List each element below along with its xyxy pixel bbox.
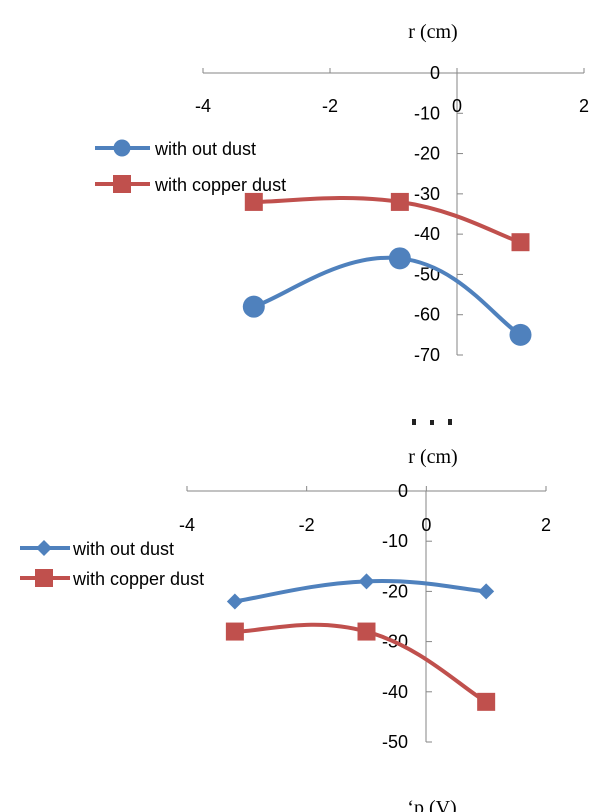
legend-item-copper-dust: with copper dust: [95, 175, 286, 195]
svg-text:‘p (V): ‘p (V): [407, 797, 456, 812]
legend-label: with out dust: [72, 539, 174, 559]
y-tick-label: -40: [382, 682, 408, 702]
x-tick-label: -4: [195, 96, 211, 116]
legend-label: with out dust: [154, 139, 256, 159]
chart-bottom-y-ticks: 0-10-20-30-40-50: [382, 481, 432, 752]
legend-marker: [113, 139, 131, 157]
legend-item-without-dust: with out dust: [95, 139, 256, 159]
x-tick-label: -2: [322, 96, 338, 116]
data-point: [511, 233, 530, 252]
data-point: [226, 593, 243, 610]
data-point: [390, 192, 409, 211]
y-tick-label: -10: [382, 531, 408, 551]
legend-item-without-dust: with out dust: [20, 539, 174, 559]
y-tick-label: -30: [414, 184, 440, 204]
chart-bottom: r (cm) -4 -2 0 2 0-10-20-30-40-50 with out …: [20, 446, 551, 752]
legend-item-copper-dust: with copper dust: [20, 569, 204, 589]
series-line: [234, 579, 487, 604]
clipped-axis-label-remnant: ‘p (V): [407, 797, 456, 812]
chart-bottom-x-ticks: -4 -2 0 2: [179, 486, 551, 535]
chart-bottom-series: [225, 573, 496, 711]
x-tick-label: 2: [541, 515, 551, 535]
y-tick-label: 0: [398, 481, 408, 501]
chart-top-series: [242, 192, 532, 346]
x-tick-label: 0: [452, 96, 462, 116]
data-point: [244, 192, 263, 211]
x-tick-label: 0: [421, 515, 431, 535]
data-point: [242, 295, 265, 318]
x-tick-label: 2: [579, 96, 589, 116]
chart-top-x-ticks: -4 -2 0 2: [195, 68, 589, 116]
x-tick-label: -2: [299, 515, 315, 535]
chart-top: r (cm) -4 -2 0 2 0-10-20-30-40-50-60-70 wit…: [95, 21, 589, 365]
y-tick-label: 0: [430, 63, 440, 83]
y-tick-label: -20: [414, 144, 440, 164]
y-tick-label: -10: [414, 103, 440, 123]
data-point: [357, 622, 376, 641]
legend-label: with copper dust: [72, 569, 204, 589]
chart-bottom-title: r (cm): [408, 446, 457, 468]
y-tick-label: -40: [414, 224, 440, 244]
series-line: [253, 255, 522, 337]
chart-top-title: r (cm): [408, 21, 457, 43]
clipped-label-remnant: [412, 419, 452, 425]
legend-marker: [36, 540, 52, 556]
y-tick-label: -20: [382, 581, 408, 601]
data-point: [225, 622, 244, 641]
y-tick-label: -50: [382, 732, 408, 752]
legend-marker: [113, 175, 131, 193]
x-tick-label: -4: [179, 515, 195, 535]
chart-bottom-legend: with out dust with copper dust: [20, 539, 204, 589]
legend-marker: [35, 569, 53, 587]
y-tick-label: -70: [414, 345, 440, 365]
data-point: [477, 692, 496, 711]
data-point: [478, 583, 495, 600]
series-line: [253, 195, 522, 245]
chart-top-legend: with out dust with copper dust: [95, 139, 286, 195]
legend-label: with copper dust: [154, 175, 286, 195]
y-tick-label: -60: [414, 305, 440, 325]
data-point: [388, 247, 411, 270]
data-point: [509, 323, 532, 346]
data-point: [358, 573, 375, 590]
